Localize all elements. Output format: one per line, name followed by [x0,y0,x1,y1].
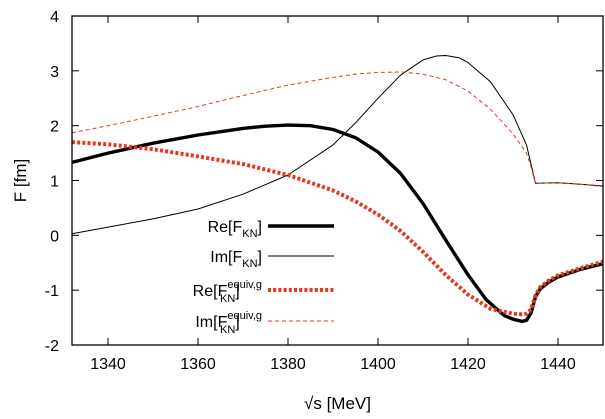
plot-frame [71,15,604,346]
x-tick-label: 1340 [90,356,126,373]
series-line-4 [72,71,603,187]
x-tick-label: 1420 [450,356,486,373]
plot-lines [72,55,603,324]
y-tick-label: 4 [50,9,59,26]
tick-labels: 1340 1360 1380 1400 1420 1440 -2 -1 0 1 2 3 4 [45,9,576,373]
legend-label-3: Re[Fequiv,g KN] [193,279,262,305]
y-tick-label: 3 [50,64,59,81]
x-axis-title: √s [MeV] [304,394,371,413]
legend-label-2: Im[FKN] [210,249,262,270]
legend-label-4: Im[Fequiv,g KN] [195,310,262,336]
ticks [72,15,603,346]
legend-label-1: Re[FKN] [208,219,262,240]
legend: Re[FKN] Im[FKN] Re[Fequiv,g KN] Im[Fequiv,g K… [193,219,334,336]
series-line-1 [72,123,603,324]
x-tick-label: 1400 [360,356,396,373]
y-tick-label: 0 [50,228,59,245]
x-tick-label: 1360 [180,356,216,373]
y-tick-label: 1 [50,174,59,191]
series-line-2 [72,55,603,235]
series-line-3 [72,140,603,317]
y-tick-label: -1 [45,283,59,300]
y-tick-label: -2 [45,338,59,355]
y-tick-label: 2 [50,119,59,136]
x-tick-label: 1440 [540,356,576,373]
x-tick-label: 1380 [270,356,306,373]
y-axis-title: F [fm] [11,159,30,202]
